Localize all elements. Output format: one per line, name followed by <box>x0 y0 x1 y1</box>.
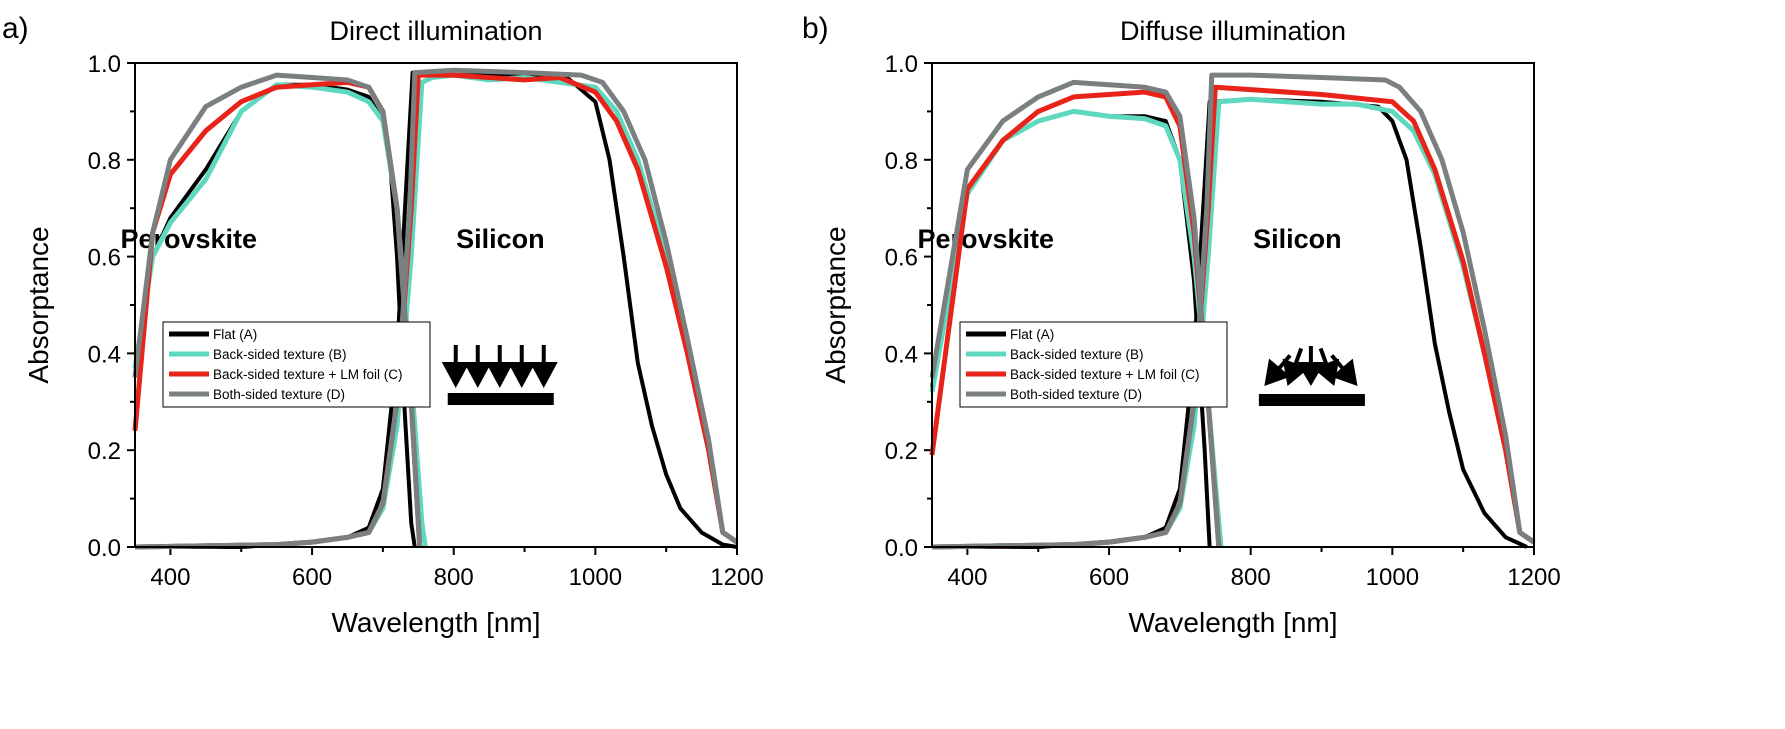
legend-label: Back-sided texture + LM foil (C) <box>1010 367 1199 382</box>
arrow-head <box>1312 358 1340 386</box>
plot-frame <box>134 62 738 548</box>
annotation-perovskite: Perovskite <box>120 224 257 254</box>
annotation-silicon: Silicon <box>456 224 545 254</box>
x-tick-label: 600 <box>292 564 332 591</box>
y-axis-label: Absorptance <box>23 226 54 383</box>
series-line-both-perovskite <box>929 79 1222 548</box>
arrow-head <box>485 362 514 388</box>
x-tick-label: 1200 <box>1507 564 1560 591</box>
panel-a: a) Direct illumination Wavelength [nm] Abso… <box>2 12 764 638</box>
legend: Flat (A) Back-sided texture (B) Back-sided… <box>959 321 1228 408</box>
y-tick-label: 0.4 <box>885 341 918 368</box>
legend: Flat (A) Back-sided texture (B) Back-sided… <box>162 321 431 408</box>
x-tick-label: 800 <box>1231 564 1271 591</box>
arrow-shaft <box>1293 347 1304 367</box>
y-tick-label: 1.0 <box>885 51 918 78</box>
annotation-silicon: Silicon <box>1253 224 1342 254</box>
x-axis-label: Wavelength [nm] <box>331 607 540 638</box>
arrow-head <box>507 362 536 388</box>
x-tick-label: 600 <box>1089 564 1129 591</box>
y-tick-label: 0.6 <box>885 245 918 272</box>
y-tick-label: 0.2 <box>88 438 121 465</box>
panel-label: a) <box>2 12 29 45</box>
legend-label: Flat (A) <box>1010 327 1054 342</box>
x-tick-label: 1000 <box>569 564 622 591</box>
series-line-lm-silicon <box>931 84 1536 550</box>
panel-b: b) Diffuse illumination Wavelength [nm] Abs… <box>802 12 1561 638</box>
legend-label: Both-sided texture (D) <box>213 387 345 402</box>
arrow-head <box>463 362 492 388</box>
icon-bar <box>1258 394 1365 406</box>
chart-title: Direct illumination <box>329 16 542 46</box>
diffuse-light-arrows-icon <box>1258 346 1365 406</box>
arrow-head <box>529 362 558 388</box>
arrow-head <box>441 362 470 388</box>
arrow-head <box>1282 358 1309 386</box>
arrow-head <box>1264 358 1291 386</box>
legend-label: Flat (A) <box>213 327 257 342</box>
y-tick-label: 0.6 <box>88 245 121 272</box>
y-tick-label: 0.8 <box>885 148 918 175</box>
series-line-both-perovskite <box>132 72 423 548</box>
panel-label: b) <box>802 12 829 45</box>
legend-label: Back-sided texture + LM foil (C) <box>213 367 402 382</box>
chart-title: Diffuse illumination <box>1120 16 1346 46</box>
arrow-head <box>1331 358 1358 386</box>
x-tick-label: 1000 <box>1366 564 1419 591</box>
x-tick-label: 400 <box>150 564 190 591</box>
x-tick-label: 400 <box>947 564 987 591</box>
y-axis-label: Absorptance <box>820 226 851 383</box>
legend-label: Both-sided texture (D) <box>1010 387 1142 402</box>
plot-frame <box>931 62 1535 548</box>
annotation-perovskite: Perovskite <box>917 224 1054 254</box>
legend-label: Back-sided texture (B) <box>1010 347 1144 362</box>
arrow-shaft <box>1330 354 1345 371</box>
y-tick-label: 0.0 <box>885 535 918 562</box>
y-tick-label: 0.8 <box>88 148 121 175</box>
x-tick-label: 800 <box>434 564 474 591</box>
series-line-back-perovskite <box>132 82 428 548</box>
x-tick-label: 1200 <box>710 564 763 591</box>
arrow-shaft <box>1318 347 1329 367</box>
y-tick-label: 0.0 <box>88 535 121 562</box>
y-tick-label: 1.0 <box>88 51 121 78</box>
x-axis-label: Wavelength [nm] <box>1128 607 1337 638</box>
legend-label: Back-sided texture (B) <box>213 347 347 362</box>
icon-bar <box>447 393 554 405</box>
y-tick-label: 0.4 <box>88 341 121 368</box>
series-line-both-silicon <box>134 67 739 550</box>
series-line-both-silicon <box>931 72 1536 550</box>
y-tick-label: 0.2 <box>885 438 918 465</box>
direct-light-arrows-icon <box>441 345 558 405</box>
